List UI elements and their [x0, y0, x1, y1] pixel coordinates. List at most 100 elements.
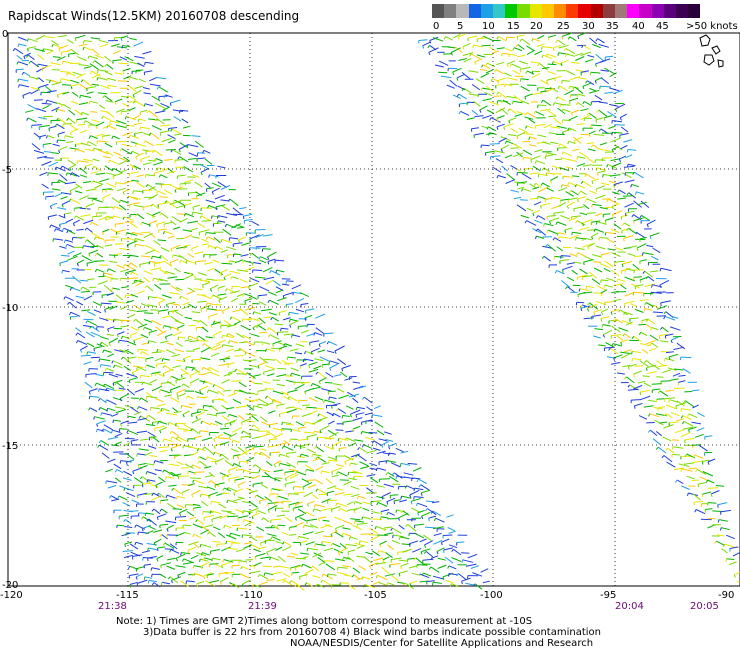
wind-barb-flag [94, 269, 98, 273]
wind-barb [111, 43, 120, 47]
wind-barb [198, 408, 208, 412]
wind-barb-flag [141, 528, 144, 532]
wind-barb [182, 410, 190, 415]
wind-barb-flag [633, 220, 635, 224]
wind-barb [144, 140, 154, 147]
wind-barb [505, 83, 513, 87]
wind-barb [305, 541, 315, 546]
wind-barb [426, 580, 435, 582]
wind-barb-flag [618, 158, 621, 163]
wind-barb [124, 487, 134, 492]
wind-barb [33, 149, 45, 154]
wind-barb-flag [233, 390, 236, 394]
wind-barb-flag [258, 469, 261, 473]
wind-barb [518, 127, 529, 134]
wind-barb-flag [557, 232, 559, 236]
wind-barb-flag [70, 86, 73, 90]
wind-barb [554, 158, 563, 161]
wind-barb [116, 264, 125, 270]
wind-barb [217, 285, 226, 289]
wind-barb [250, 295, 258, 300]
wind-barb-flag [216, 215, 219, 219]
wind-barb [254, 276, 266, 279]
wind-barb [474, 115, 484, 118]
wind-barb [365, 551, 373, 555]
wind-barb-flag [199, 215, 202, 219]
wind-barb-flag [558, 143, 561, 147]
wind-barb [321, 507, 333, 512]
wind-barb [277, 524, 286, 527]
wind-barb [157, 239, 167, 242]
wind-barb [696, 468, 707, 475]
wind-barb [213, 433, 224, 440]
wind-barb-flag [566, 205, 570, 209]
wind-barb-flag [111, 135, 114, 139]
wind-barb [452, 67, 462, 73]
wind-barb [194, 181, 203, 188]
wind-barb [592, 203, 602, 207]
wind-barb-flag [128, 262, 132, 266]
wind-barb [595, 228, 604, 233]
wind-barb [622, 195, 634, 197]
wind-barb-flag [156, 224, 158, 228]
wind-barb [119, 349, 128, 354]
wind-barb-flag [567, 141, 570, 145]
wind-barb [30, 86, 39, 90]
wind-barb [128, 341, 137, 346]
wind-barb-flag [265, 431, 269, 435]
wind-barb-flag [171, 487, 174, 491]
wind-barb [289, 564, 301, 569]
wind-barb-flag [94, 236, 96, 241]
wind-barb [124, 216, 134, 221]
wind-barb [400, 450, 409, 454]
wind-barb [94, 416, 105, 420]
wind-barb [74, 190, 83, 194]
wind-barb [92, 180, 103, 185]
wind-barb [625, 210, 635, 214]
wind-barb [56, 55, 66, 61]
wind-barb-flag [101, 231, 104, 236]
wind-barb [168, 127, 178, 129]
wind-barb [253, 311, 262, 315]
wind-barb-flag [85, 320, 88, 324]
wind-barb [224, 524, 232, 529]
wind-barb [130, 406, 140, 414]
wind-barb [163, 438, 173, 442]
wind-barb [607, 238, 615, 244]
wind-barb [345, 437, 356, 442]
wind-barb [173, 116, 182, 122]
wind-barb-flag [144, 512, 147, 516]
wind-barb-flag [582, 237, 584, 242]
scale-swatch [651, 4, 664, 18]
wind-barb [239, 347, 247, 354]
wind-barb-flag [247, 317, 250, 321]
wind-barb [496, 61, 505, 66]
wind-barb [380, 516, 389, 519]
wind-barb [142, 381, 153, 386]
wind-barb [593, 133, 605, 136]
wind-barb [633, 255, 643, 258]
wind-barb [194, 391, 204, 395]
wind-barb [69, 185, 80, 192]
wind-barb [587, 242, 595, 248]
wind-barb [603, 213, 611, 215]
wind-barb [276, 442, 287, 446]
wind-barb [233, 488, 244, 494]
wind-barb [500, 144, 510, 150]
wind-barb-flag [575, 220, 578, 224]
wind-barb [519, 60, 529, 65]
wind-barb [219, 514, 229, 520]
wind-barb [403, 472, 414, 476]
wind-barb [334, 345, 345, 352]
wind-barb [210, 372, 220, 377]
wind-barb [352, 470, 363, 475]
wind-barb [402, 510, 410, 516]
wind-barb-flag [17, 78, 19, 83]
lon-label: -90 [718, 590, 734, 601]
wind-barb [16, 68, 24, 71]
wind-barb [639, 299, 649, 302]
wind-barb [165, 349, 176, 355]
wind-barb [684, 400, 695, 408]
wind-barb [107, 436, 119, 440]
wind-barb [667, 447, 675, 454]
